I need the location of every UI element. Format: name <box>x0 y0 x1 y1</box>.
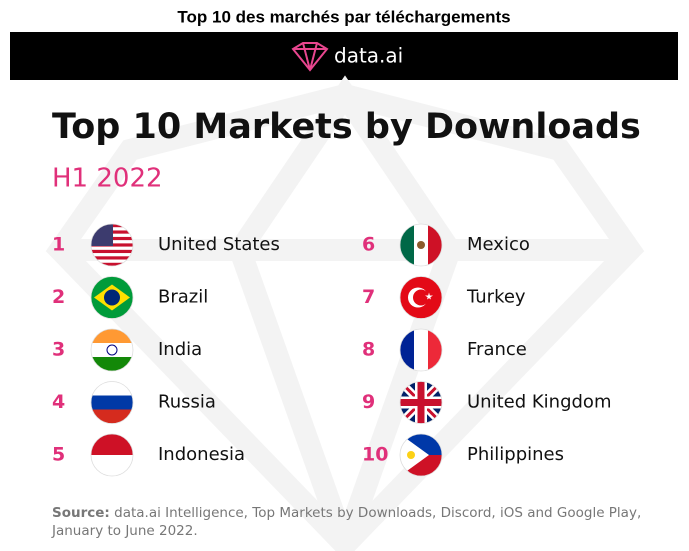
flag-body <box>91 329 133 371</box>
flag-part <box>91 381 133 396</box>
source-label: Source: <box>52 505 110 521</box>
rank: 9 <box>362 391 375 413</box>
flag-part <box>425 292 433 300</box>
flag-part <box>91 409 133 424</box>
rank: 7 <box>362 286 375 308</box>
flag <box>399 223 443 267</box>
flag-part <box>91 246 133 251</box>
flag-part <box>407 451 415 459</box>
logo-diamond <box>291 42 329 72</box>
flag-part <box>91 262 133 266</box>
flag-part <box>91 249 133 254</box>
rank: 6 <box>362 234 375 256</box>
market-name: India <box>158 339 202 360</box>
rank: 2 <box>52 286 65 308</box>
flag-part <box>428 329 442 371</box>
flag-border <box>90 381 134 424</box>
flag-part <box>91 259 133 263</box>
logo <box>291 42 329 72</box>
flag-body <box>91 434 133 476</box>
subtitle: H1 2022 <box>52 164 163 194</box>
flag-part <box>106 344 118 356</box>
flag-part <box>91 357 133 371</box>
flag-body <box>400 224 442 266</box>
market-name: United States <box>158 234 280 255</box>
flag <box>399 433 443 477</box>
flag-part <box>91 434 133 455</box>
banner <box>10 32 678 80</box>
flag-part <box>91 329 133 343</box>
flag-part <box>414 329 428 371</box>
flag-body <box>400 434 442 476</box>
flag <box>90 381 134 424</box>
market-name: United Kingdom <box>467 392 611 413</box>
rank: 4 <box>52 391 65 413</box>
flag-border <box>90 223 134 267</box>
flag <box>90 223 134 267</box>
source: Source: data.ai Intelligence, Top Market… <box>52 505 641 521</box>
flag <box>90 433 134 477</box>
rank: 1 <box>52 234 65 256</box>
flag-border <box>399 433 443 477</box>
market-name: Indonesia <box>158 444 245 465</box>
flag-body <box>91 381 133 424</box>
flag-part <box>417 381 425 424</box>
flag-part <box>400 224 414 266</box>
page-title: Top 10 des marchés par téléchargements <box>177 7 510 26</box>
market-name: Philippines <box>467 444 564 465</box>
flag-part <box>413 289 429 306</box>
rank: 5 <box>52 444 65 466</box>
flag-part <box>91 256 133 260</box>
watermark <box>45 75 645 551</box>
flag-body <box>400 276 442 319</box>
flag-body <box>91 224 133 266</box>
title: Top 10 Markets by Downloads <box>52 107 641 147</box>
flag-border <box>90 433 134 477</box>
flag-border <box>90 276 134 319</box>
flag-part <box>417 241 425 249</box>
flag <box>90 276 134 319</box>
flag-part <box>104 289 120 306</box>
flag <box>90 328 134 372</box>
market-name: Turkey <box>466 287 526 308</box>
flag <box>399 276 443 319</box>
flag-border <box>90 328 134 372</box>
flag-part <box>428 224 442 266</box>
flag <box>399 328 443 372</box>
flag-body <box>400 381 442 424</box>
flag-part <box>400 329 414 371</box>
source-text: January to June 2022. <box>51 523 198 539</box>
rank: 3 <box>52 339 65 361</box>
flag-part <box>91 253 133 257</box>
brand: data.ai <box>334 44 403 68</box>
market-name: Brazil <box>158 287 208 308</box>
market-name: Russia <box>158 392 216 413</box>
flag-border <box>399 381 443 424</box>
flag-part <box>91 455 133 476</box>
market-name: Mexico <box>467 234 530 255</box>
flag-part <box>91 395 133 410</box>
market-name: France <box>467 339 527 360</box>
flag-body <box>400 329 442 371</box>
flag-body <box>91 276 133 319</box>
source-text: data.ai Intelligence, Top Markets by Dow… <box>114 505 641 521</box>
flag-part <box>91 343 133 357</box>
flag-border <box>399 328 443 372</box>
rank: 10 <box>362 444 388 466</box>
logo-facets <box>293 42 327 71</box>
flag <box>399 381 443 424</box>
rank: 8 <box>362 339 375 361</box>
flag-border <box>399 276 443 319</box>
flag-border <box>399 223 443 267</box>
